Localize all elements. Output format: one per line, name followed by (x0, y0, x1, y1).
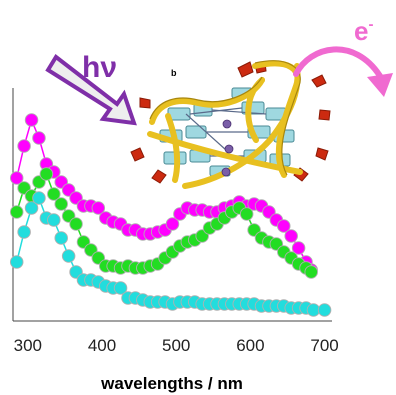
x-tick-label-500: 500 (162, 336, 190, 355)
x-tick-label-600: 600 (236, 336, 264, 355)
series-1-point (24, 113, 39, 127)
x-tick-label-700: 700 (310, 336, 338, 355)
series-3-point (17, 225, 31, 239)
dna-structure-illustration: b (130, 60, 331, 189)
series-3-point (9, 255, 24, 269)
series-3-point (61, 249, 76, 263)
series-2-point (39, 167, 54, 181)
series-1-point (91, 201, 106, 215)
series-2-point (69, 217, 83, 231)
panel-letter: b (171, 68, 177, 78)
series-3-point (47, 213, 61, 227)
series-1-point (17, 139, 31, 153)
series-1-point (284, 229, 298, 243)
series-3-point (32, 191, 46, 205)
series-3-point (24, 201, 39, 215)
series-3 (9, 191, 332, 317)
metal-ions (221, 119, 234, 177)
series-1-point (9, 171, 24, 185)
photon-label: hν (82, 51, 117, 84)
series-2-point (54, 197, 68, 211)
electron-arrow (293, 46, 383, 79)
series-1-point (277, 219, 291, 233)
x-tick-label-400: 400 (88, 336, 116, 355)
series-2-point (239, 207, 254, 221)
series-2-point (9, 205, 24, 219)
series-3-point (317, 303, 332, 317)
series-3-point (54, 231, 68, 245)
data-series (9, 113, 332, 317)
series-2-point (47, 187, 61, 201)
series-2-point (304, 265, 318, 279)
series-2 (9, 167, 318, 279)
series-1-point (32, 131, 46, 145)
series-1-point (165, 217, 180, 231)
dna-backbone-shadow (149, 60, 301, 176)
dna-backbone (147, 60, 303, 189)
photon-arrow (45, 54, 137, 126)
photon-annotation: hν (45, 51, 137, 126)
x-tick-labels: 300 400 500 600 700 (14, 336, 339, 355)
x-tick-label-300: 300 (14, 336, 42, 355)
electron-arrow-head (367, 73, 393, 97)
absorption-chart: 300 400 500 600 700 wavelengths / nm (9, 88, 339, 393)
x-axis-title: wavelengths / nm (100, 374, 243, 393)
series-3-point (113, 281, 128, 295)
electron-annotation: e- (293, 16, 393, 97)
dna-end-caps (130, 61, 331, 184)
series-1-point (291, 241, 306, 255)
electron-label: e- (354, 16, 373, 46)
